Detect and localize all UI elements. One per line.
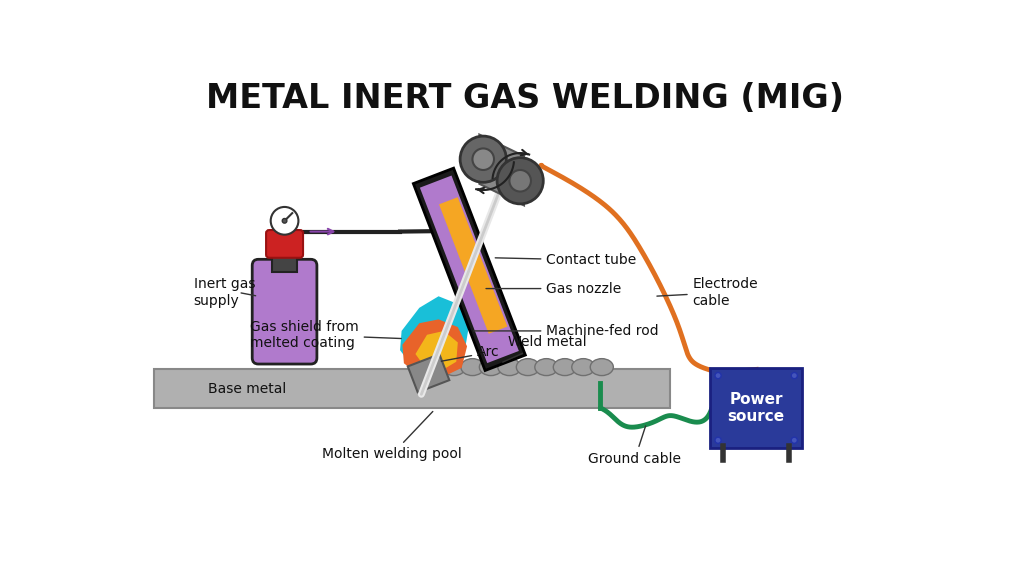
Polygon shape — [439, 197, 508, 334]
Polygon shape — [402, 319, 467, 377]
Text: Gas nozzle: Gas nozzle — [486, 282, 622, 295]
Circle shape — [715, 373, 721, 378]
Text: Ground cable: Ground cable — [589, 426, 681, 466]
Text: Gas shield from
melted coating: Gas shield from melted coating — [250, 320, 401, 350]
Circle shape — [792, 437, 798, 444]
Ellipse shape — [442, 359, 466, 376]
Circle shape — [509, 170, 531, 192]
Circle shape — [270, 207, 298, 234]
Ellipse shape — [535, 359, 558, 376]
Circle shape — [472, 149, 494, 170]
Text: METAL INERT GAS WELDING (MIG): METAL INERT GAS WELDING (MIG) — [206, 82, 844, 115]
Text: Arc: Arc — [441, 346, 500, 361]
Ellipse shape — [553, 359, 577, 376]
Polygon shape — [400, 296, 469, 371]
Text: Molten welding pool: Molten welding pool — [323, 411, 462, 461]
Ellipse shape — [461, 359, 484, 376]
Text: Weld metal: Weld metal — [503, 335, 587, 362]
Circle shape — [283, 218, 287, 223]
Ellipse shape — [590, 359, 613, 376]
Circle shape — [497, 158, 544, 204]
Polygon shape — [416, 331, 458, 371]
Polygon shape — [408, 354, 450, 392]
Circle shape — [715, 437, 721, 444]
Polygon shape — [479, 135, 524, 206]
Text: Base metal: Base metal — [208, 382, 286, 396]
Polygon shape — [420, 176, 519, 363]
Ellipse shape — [498, 359, 521, 376]
Text: Contact tube: Contact tube — [496, 253, 637, 267]
Text: Machine-fed rod: Machine-fed rod — [474, 324, 659, 338]
Text: Power
source: Power source — [728, 392, 784, 424]
Text: Inert gas
supply: Inert gas supply — [194, 277, 255, 308]
Ellipse shape — [516, 359, 540, 376]
Circle shape — [460, 136, 506, 183]
FancyBboxPatch shape — [154, 369, 670, 408]
Ellipse shape — [571, 359, 595, 376]
Text: Electrode
cable: Electrode cable — [657, 277, 759, 308]
FancyBboxPatch shape — [272, 250, 297, 272]
Circle shape — [792, 373, 798, 378]
FancyBboxPatch shape — [266, 230, 303, 258]
Ellipse shape — [479, 359, 503, 376]
FancyBboxPatch shape — [252, 259, 316, 364]
FancyBboxPatch shape — [711, 368, 802, 448]
Polygon shape — [414, 168, 525, 370]
